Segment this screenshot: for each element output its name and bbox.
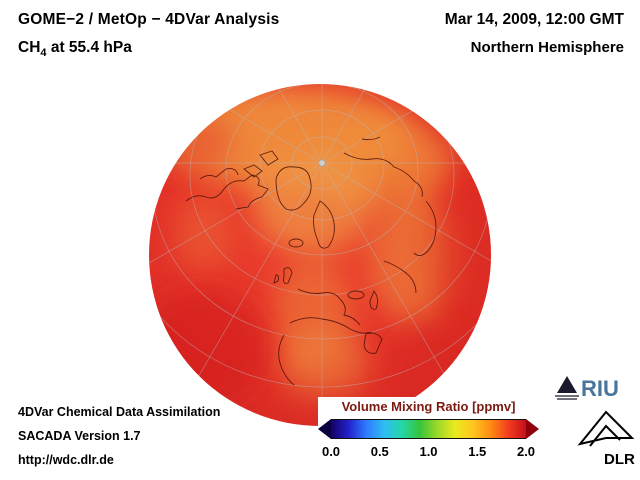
credit-line-1: 4DVar Chemical Data Assimilation [18, 405, 221, 419]
colorbar-tick-3: 1.5 [468, 444, 487, 459]
header-left: GOME−2 / MetOp − 4DVar Analysis CH4 at 5… [18, 11, 279, 59]
globe-svg [149, 84, 491, 426]
colorbar-ticks: 0.0 0.5 1.0 1.5 2.0 [322, 444, 535, 460]
dlr-logo: DLR [574, 406, 638, 473]
colorbar-tick-1: 0.5 [370, 444, 389, 459]
riu-mountain-icon [557, 376, 577, 393]
riu-logo-text: RIU [581, 376, 619, 401]
colorbar-tick-4: 2.0 [516, 444, 536, 459]
datetime-label: Mar 14, 2009, 12:00 GMT [444, 11, 624, 28]
riu-hatch-icon [555, 395, 579, 400]
dlr-logo-text: DLR [604, 451, 635, 468]
species-subscript: 4 [40, 47, 47, 60]
colorbar-bar [318, 419, 539, 439]
colorbar-title: Volume Mixing Ratio [ppmv] [341, 399, 516, 414]
pressure-level: at 55.4 hPa [46, 39, 132, 56]
colorbar-gradient [331, 419, 526, 439]
colorbar: Volume Mixing Ratio [ppmv] 0.0 0.5 1.0 1… [318, 397, 539, 460]
colorbar-tick-0: 0.0 [321, 444, 341, 459]
credit-line-3: http://wdc.dlr.de [18, 453, 114, 467]
species-level: CH4 at 55.4 hPa [18, 39, 279, 59]
coastlines [185, 136, 437, 386]
colorbar-tick-2: 1.0 [419, 444, 438, 459]
plot-title: GOME−2 / MetOp − 4DVar Analysis [18, 11, 280, 28]
footer-credits: 4DVar Chemical Data Assimilation SACADA … [18, 400, 220, 472]
pole-dot [318, 159, 326, 167]
header-right: Mar 14, 2009, 12:00 GMT Northern Hemisph… [445, 11, 624, 56]
credit-line-2: SACADA Version 1.7 [18, 429, 141, 443]
dlr-signet-icon [577, 410, 635, 447]
colorbar-arrow-left [318, 419, 331, 439]
globe-map [148, 83, 492, 427]
riu-logo: RIU [554, 373, 630, 408]
region-label: Northern Hemisphere [470, 39, 624, 56]
species-symbol: CH [18, 39, 41, 56]
colorbar-arrow-right [526, 419, 539, 439]
